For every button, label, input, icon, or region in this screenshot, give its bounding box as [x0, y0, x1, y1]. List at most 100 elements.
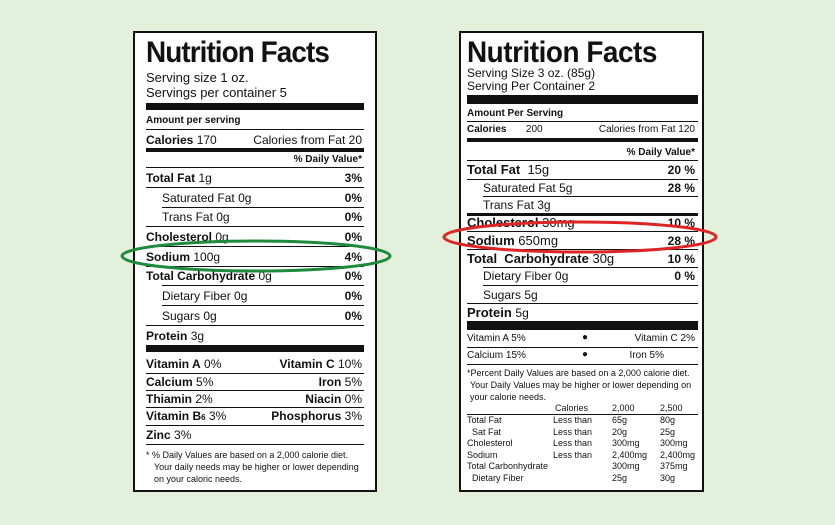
table-row-name: Total Fat	[467, 415, 502, 425]
vitamin-right: Vitamin C 10%	[280, 358, 363, 370]
nutrition-label-right: Nutrition Facts Serving Size 3 oz. (85g)…	[459, 31, 704, 492]
divider	[146, 390, 364, 391]
nutrient-amount: 0g	[216, 210, 230, 224]
amount-per-serving: Amount per serving	[146, 115, 241, 126]
divider	[162, 305, 364, 306]
table-row-2000: 20g	[612, 427, 628, 437]
vitamin-value: 5%	[344, 375, 362, 389]
divider	[146, 444, 364, 445]
divider	[483, 285, 698, 286]
nutrient-amount: 5g	[524, 288, 538, 302]
nutrient-name: Sodium	[146, 250, 190, 264]
divider	[146, 266, 364, 267]
table-row-condition: Less than	[553, 438, 593, 448]
footnote-line: * % Daily Values are based on a 2,000 ca…	[146, 450, 348, 460]
nutrient-amount: 15g	[527, 162, 550, 177]
divider	[146, 129, 364, 130]
divider	[162, 207, 364, 208]
nutrient-amount: 0g	[203, 309, 217, 323]
vitamin-left: Vitamin A 5%	[467, 333, 526, 344]
vitamin-left: Calcium 15%	[467, 350, 526, 361]
nutrient-amount: 5g	[559, 181, 573, 195]
zinc-row: Zinc 3%	[146, 429, 191, 441]
table-row-2000: 2,400mg	[612, 450, 648, 460]
nutrient-dv: 28 %	[667, 234, 695, 248]
nutrient-amount: 650mg	[518, 233, 559, 248]
table-row-condition: Less than	[553, 427, 593, 437]
serving-size: Serving Size 3 oz. (85g)	[467, 66, 596, 80]
vitamin-right: Vitamin C 2%	[634, 333, 695, 344]
nutrient-dv: 10 %	[667, 216, 695, 230]
nutrient-row-sugars: Sugars 0g	[162, 310, 217, 322]
nutrient-name: Dietary Fiber	[162, 289, 231, 303]
table-row-2000: 65g	[612, 415, 628, 425]
calories-from-fat: Calories from Fat 20	[253, 133, 362, 147]
calories-label: Calories	[467, 124, 507, 135]
divider	[146, 325, 364, 326]
vitamin-left: Vitamin A 0%	[146, 358, 221, 370]
divider	[162, 285, 364, 286]
divider	[146, 425, 364, 426]
table-row-name: Total Carbonhydrate	[467, 461, 549, 471]
table-row-2500: 25g	[660, 427, 676, 437]
table-row-name: Cholesterol	[467, 438, 513, 448]
bullet-icon: ●	[582, 332, 589, 343]
serving-size: Serving size 1 oz.	[146, 70, 249, 85]
nutrient-row-sodium: Sodium 100g	[146, 251, 220, 263]
calories-label: Calories	[146, 133, 194, 147]
nutrient-dv: 20 %	[667, 163, 695, 177]
nutrient-name: Trans Fat	[483, 198, 534, 212]
medium-divider	[467, 138, 698, 142]
vitamin-right: Iron 5%	[629, 350, 664, 361]
nutrient-dv: 0%	[344, 191, 362, 205]
protein-label: Protein	[146, 329, 188, 343]
nutrition-label-left: Nutrition Facts Serving size 1 oz. Servi…	[133, 31, 377, 492]
nutrient-amount: 1g	[198, 171, 212, 185]
footnote-line: Your Daily Values may be higher or lower…	[470, 380, 692, 390]
footnote-line: Your daily needs may be higher or lower …	[154, 462, 359, 472]
divider	[467, 179, 698, 180]
table-row-condition: Less than	[553, 415, 593, 425]
nutrient-row-dietary-fiber: Dietary Fiber 0g	[162, 290, 247, 302]
nutrient-dv: 0%	[344, 230, 362, 244]
nutrient-row-saturated-fat: Saturated Fat 0g	[162, 192, 251, 204]
nutrient-dv: 10 %	[667, 252, 695, 266]
nutrient-name: Total Carbohydrate	[146, 269, 256, 283]
bullet-icon: ●	[582, 349, 589, 360]
divider	[467, 414, 698, 415]
vitamin-value: 10%	[337, 357, 362, 371]
nutrient-amount: 0g	[555, 269, 569, 283]
protein-amount: 5g	[515, 306, 529, 320]
divider	[467, 121, 698, 122]
calories-row: Calories 200	[467, 125, 543, 135]
nutrient-row-trans-fat: Trans Fat 3g	[483, 199, 551, 211]
table-row-2500: 2,400mg	[660, 450, 696, 460]
nutrient-row-total-fat: Total Fat 15g	[467, 163, 549, 176]
nutrient-name: Total Fat	[467, 162, 521, 177]
divider	[467, 231, 698, 232]
table-header-2500: 2,500	[660, 403, 683, 413]
vitamin-name: Vitamin A	[146, 357, 201, 371]
calories-from-fat: Calories from Fat 120	[598, 124, 695, 135]
table-row-2500: 30g	[660, 473, 676, 483]
table-row-2500: 375mg	[660, 461, 688, 471]
vitamin-name: Vitamin B	[146, 409, 202, 423]
vitamin-left: Vitamin B6 3%	[146, 410, 226, 422]
vitamin-name: Iron	[318, 375, 342, 389]
divider	[146, 167, 364, 168]
nutrient-name: Saturated Fat	[483, 181, 556, 195]
divider	[146, 246, 364, 247]
vitamin-right: Iron 5%	[319, 376, 362, 388]
nutrient-name: Trans Fat	[162, 210, 213, 224]
nutrient-name: Cholesterol	[467, 215, 539, 230]
vitamin-value: 3%	[208, 409, 227, 423]
daily-value-header: % Daily Value*	[626, 147, 695, 158]
servings-per-container: Servings per container 5	[146, 85, 287, 100]
footnote-line: your calorie needs.	[470, 392, 547, 402]
vitamin-name: Phosphorus	[271, 409, 342, 423]
protein-label: Protein	[467, 305, 512, 320]
nutrient-dv: 0%	[344, 309, 362, 323]
thick-divider	[467, 321, 698, 330]
nutrient-row-dietary-fiber: Dietary Fiber 0g	[483, 270, 568, 282]
table-row-2500: 300mg	[660, 438, 688, 448]
